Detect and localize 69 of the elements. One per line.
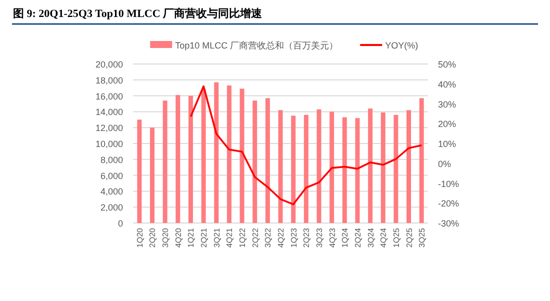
- legend-label: YOY(%): [385, 40, 418, 50]
- x-tick-label: 2Q24: [353, 227, 362, 248]
- bar: [419, 98, 424, 223]
- bar: [150, 128, 154, 223]
- bar: [330, 112, 334, 223]
- bar: [291, 116, 296, 223]
- x-tick-label: 4Q24: [379, 227, 388, 248]
- bar: [265, 98, 270, 223]
- y-tick-label: 6,000: [100, 170, 123, 181]
- bar: [188, 96, 193, 223]
- bar: [252, 100, 258, 223]
- bar: [380, 112, 386, 223]
- bar: [304, 114, 308, 223]
- x-tick-label: 3Q22: [264, 227, 273, 248]
- y2-tick-label: 50%: [438, 60, 456, 70]
- x-tick-label: 4Q20: [174, 227, 183, 248]
- x-tick-label: 3Q25: [418, 227, 427, 248]
- x-tick-label: 4Q22: [276, 227, 286, 248]
- bar: [316, 109, 322, 223]
- x-tick-label: 1Q20: [135, 227, 144, 248]
- bar: [226, 85, 232, 223]
- y-tick-label: 20,000: [95, 60, 123, 70]
- y-tick-label: 8,000: [100, 154, 123, 165]
- y-tick-label: 16,000: [95, 91, 123, 102]
- x-tick-label: 2Q20: [148, 227, 158, 248]
- y2-tick-label: 30%: [438, 99, 456, 110]
- bar: [355, 118, 360, 223]
- y-tick-label: 12,000: [95, 123, 123, 134]
- x-tick-label: 3Q20: [161, 227, 170, 248]
- y2-tick-label: -20%: [438, 198, 460, 209]
- bar: [240, 88, 244, 223]
- bar: [214, 82, 219, 223]
- x-tick-label: 1Q25: [392, 227, 401, 248]
- x-tick-label: 2Q22: [250, 227, 260, 248]
- x-tick-label: 1Q24: [340, 227, 350, 248]
- title: 图 9: 20Q1-25Q3 Top10 MLCC 厂商营收与同比增速: [13, 8, 262, 20]
- x-tick-label: 2Q25: [404, 227, 414, 248]
- x-tick-label: 3Q24: [366, 227, 376, 248]
- x-tick-label: 3Q21: [212, 227, 222, 248]
- y2-tick-label: -30%: [438, 218, 460, 228]
- bar: [137, 120, 142, 223]
- x-tick-label: 3Q23: [314, 227, 324, 248]
- y-tick-label: 4,000: [100, 186, 123, 197]
- y-tick-label: 2,000: [100, 202, 123, 213]
- x-tick-label: 1Q21: [186, 227, 196, 248]
- bar: [201, 89, 206, 223]
- y2-tick-label: 20%: [438, 119, 456, 130]
- y-tick-label: 14,000: [95, 107, 123, 118]
- x-tick-label: 2Q23: [302, 227, 312, 248]
- legend-label: Top10 MLCC 厂商营收总和（百万美元）: [175, 40, 338, 50]
- bar: [342, 117, 347, 223]
- bar: [368, 108, 373, 223]
- x-tick-label: 4Q23: [328, 227, 337, 248]
- bar: [394, 114, 398, 223]
- bar: [406, 110, 412, 223]
- y2-tick-label: 10%: [438, 139, 456, 149]
- y-tick-label: 18,000: [95, 75, 123, 86]
- x-tick-label: 2Q21: [200, 227, 209, 248]
- line-series: [190, 85, 422, 206]
- x-tick-label: 1Q23: [289, 227, 298, 248]
- x-tick-label: 4Q21: [225, 227, 234, 248]
- x-tick-label: 1Q22: [238, 227, 248, 248]
- bar: [176, 95, 180, 223]
- y2-tick-label: 0%: [438, 158, 452, 169]
- y-tick-label: 0: [118, 218, 123, 228]
- y2-tick-label: 40%: [438, 79, 456, 90]
- y-tick-label: 10,000: [95, 139, 123, 149]
- bar: [162, 100, 168, 223]
- y2-tick-label: -10%: [438, 178, 460, 189]
